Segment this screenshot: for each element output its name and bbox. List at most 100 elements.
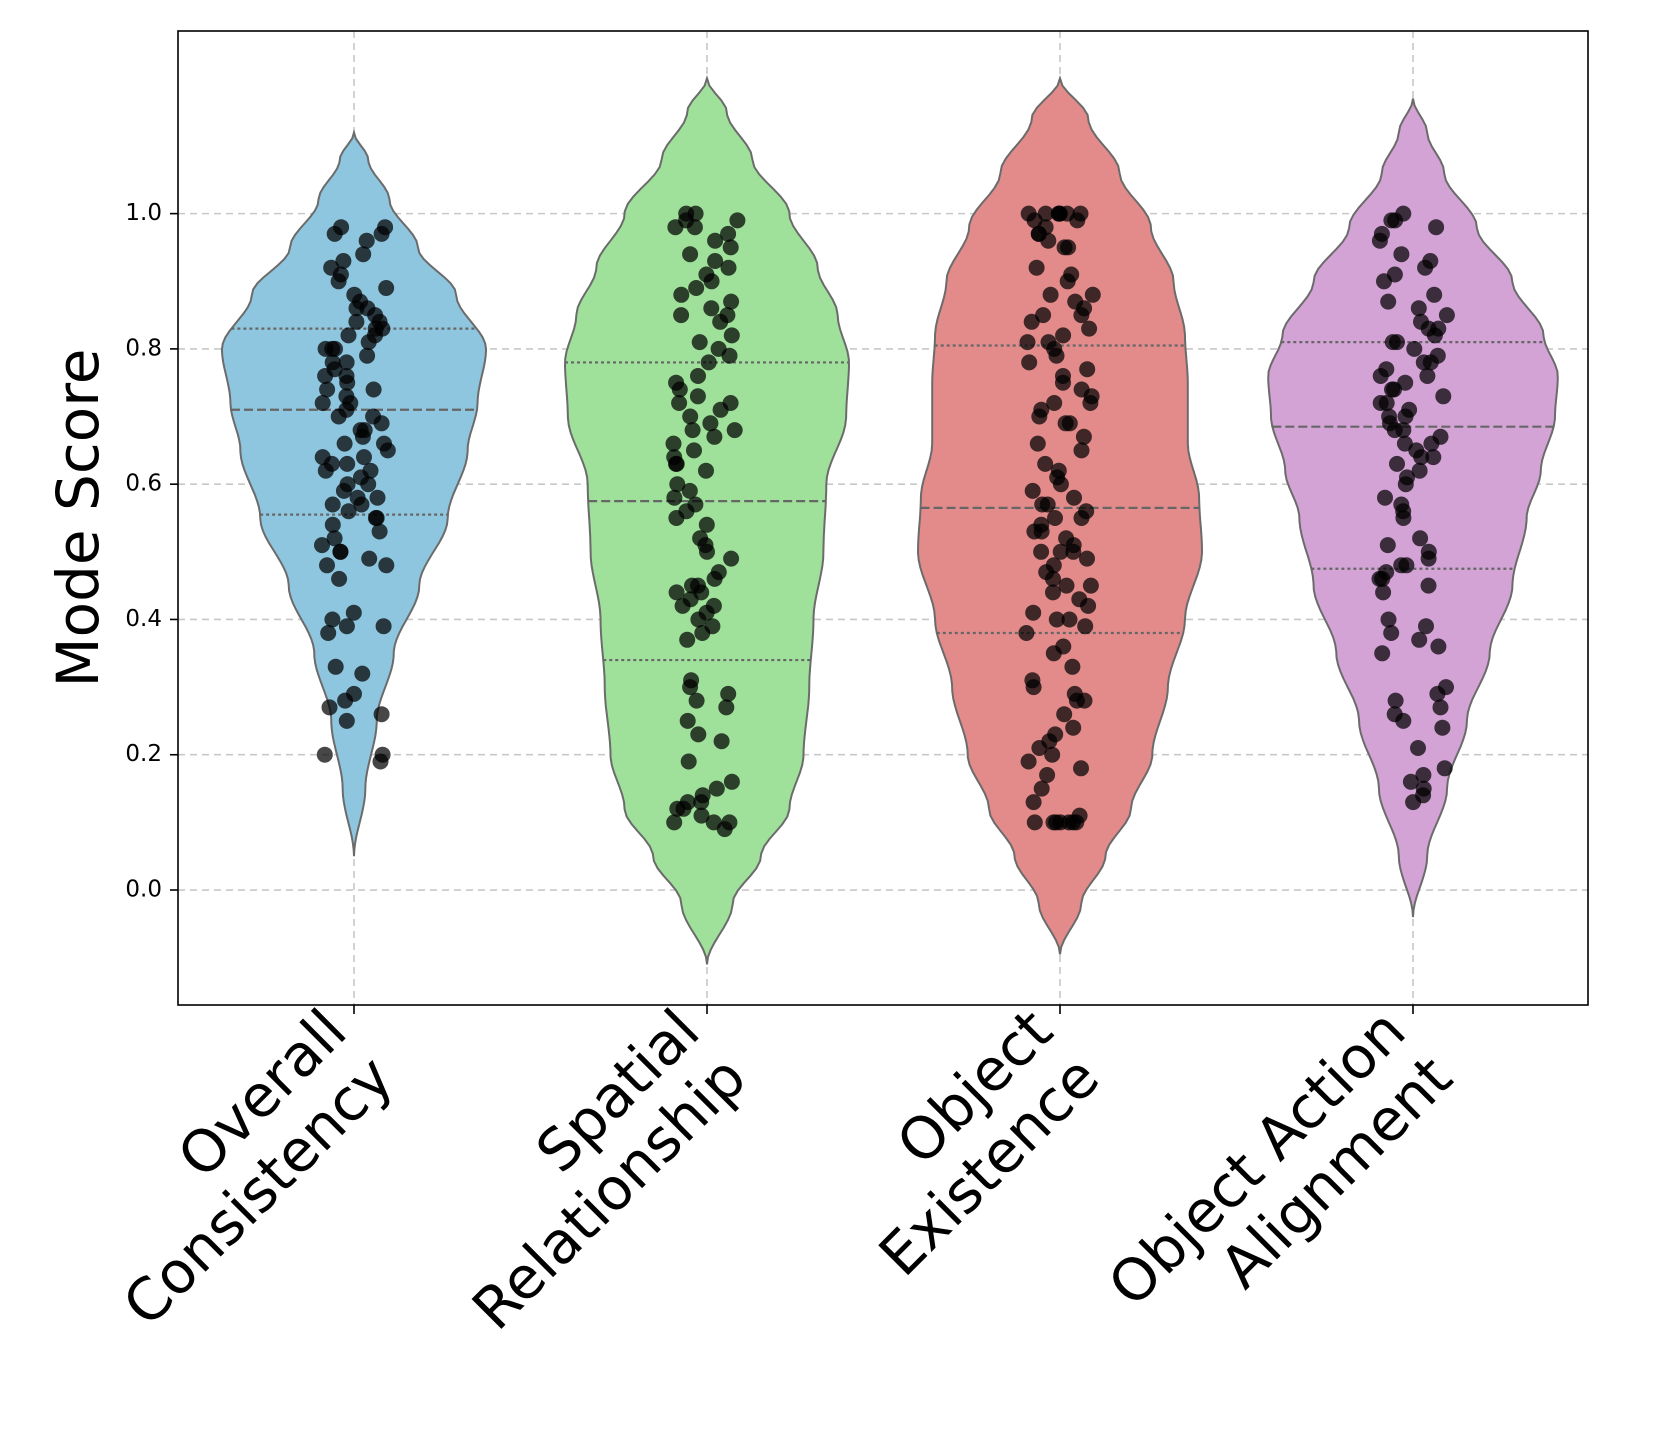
data-point xyxy=(1066,489,1082,506)
data-point xyxy=(720,685,737,702)
data-point xyxy=(356,449,372,466)
data-point xyxy=(723,327,740,344)
y-tick-label: 0.4 xyxy=(125,606,162,632)
data-point xyxy=(1037,205,1054,222)
data-point xyxy=(1383,212,1400,229)
data-point xyxy=(1055,374,1071,391)
data-point xyxy=(723,550,740,567)
data-point xyxy=(1399,469,1415,486)
data-point xyxy=(375,618,392,635)
data-point xyxy=(1419,368,1436,384)
data-point xyxy=(1071,807,1088,824)
data-point xyxy=(348,313,365,330)
data-point xyxy=(1073,381,1090,398)
data-point xyxy=(669,476,686,493)
data-point xyxy=(314,395,331,411)
data-point xyxy=(1034,496,1051,513)
data-point xyxy=(319,557,335,574)
data-point xyxy=(729,212,746,229)
data-point xyxy=(1039,767,1056,783)
data-point xyxy=(1373,225,1390,242)
data-point xyxy=(1075,428,1092,445)
data-point xyxy=(1020,753,1037,770)
data-point xyxy=(723,293,740,310)
data-point xyxy=(1384,334,1401,351)
data-point xyxy=(1413,449,1430,466)
data-point xyxy=(665,435,682,452)
data-point xyxy=(666,489,683,506)
data-point xyxy=(1042,286,1059,303)
data-point xyxy=(331,570,348,587)
data-point xyxy=(378,280,395,296)
data-point xyxy=(359,347,376,364)
data-point xyxy=(1422,354,1439,371)
data-point xyxy=(333,219,350,236)
data-point xyxy=(374,746,391,763)
data-point xyxy=(688,280,705,296)
data-point xyxy=(346,286,363,303)
data-point xyxy=(1021,354,1038,371)
data-point xyxy=(1425,449,1442,466)
data-point xyxy=(707,253,724,269)
data-point xyxy=(679,712,696,729)
data-point xyxy=(1056,706,1073,723)
data-point xyxy=(1426,286,1443,303)
data-point xyxy=(1064,658,1081,675)
data-point xyxy=(1079,361,1096,378)
data-point xyxy=(1396,435,1413,452)
data-point xyxy=(1058,577,1075,594)
data-point xyxy=(1377,489,1393,506)
data-point xyxy=(1024,482,1041,499)
data-point xyxy=(358,232,375,249)
data-point xyxy=(702,415,719,432)
data-point xyxy=(722,395,739,411)
data-point xyxy=(340,503,357,520)
data-point xyxy=(723,773,740,790)
data-point xyxy=(1020,205,1037,222)
data-point xyxy=(1058,530,1075,547)
data-point xyxy=(726,422,743,439)
data-point xyxy=(369,489,386,506)
data-point xyxy=(1033,780,1050,797)
data-point xyxy=(340,327,357,344)
data-point xyxy=(335,253,352,269)
data-point xyxy=(1435,388,1452,405)
data-point xyxy=(1056,239,1073,256)
data-point xyxy=(1044,746,1061,763)
data-point xyxy=(705,814,722,831)
data-point xyxy=(684,577,700,594)
data-point xyxy=(338,712,355,729)
data-point xyxy=(682,679,699,696)
data-point xyxy=(1410,740,1426,756)
data-point xyxy=(332,543,349,560)
data-point xyxy=(1387,692,1404,709)
data-point xyxy=(1019,334,1036,351)
data-point xyxy=(1420,577,1437,594)
data-point xyxy=(705,597,722,614)
data-point xyxy=(688,692,705,709)
data-point xyxy=(1422,253,1439,269)
data-point xyxy=(1045,557,1062,574)
data-point xyxy=(1057,415,1074,432)
data-point xyxy=(1024,672,1041,689)
data-point xyxy=(1025,604,1042,621)
data-point xyxy=(679,631,696,648)
data-point xyxy=(324,516,341,533)
data-point xyxy=(1389,455,1405,472)
data-point xyxy=(1381,408,1398,425)
data-point xyxy=(1081,320,1098,337)
data-point xyxy=(1040,334,1057,351)
tick-layer: 0.0 0.2 0.4 0.6 0.8 1.0 xyxy=(125,200,1414,1014)
data-point xyxy=(694,787,711,804)
data-point xyxy=(371,523,388,540)
data-point xyxy=(666,814,683,831)
data-point xyxy=(338,354,355,371)
data-point xyxy=(327,658,344,675)
data-point xyxy=(1035,307,1052,324)
data-point xyxy=(1079,550,1095,567)
